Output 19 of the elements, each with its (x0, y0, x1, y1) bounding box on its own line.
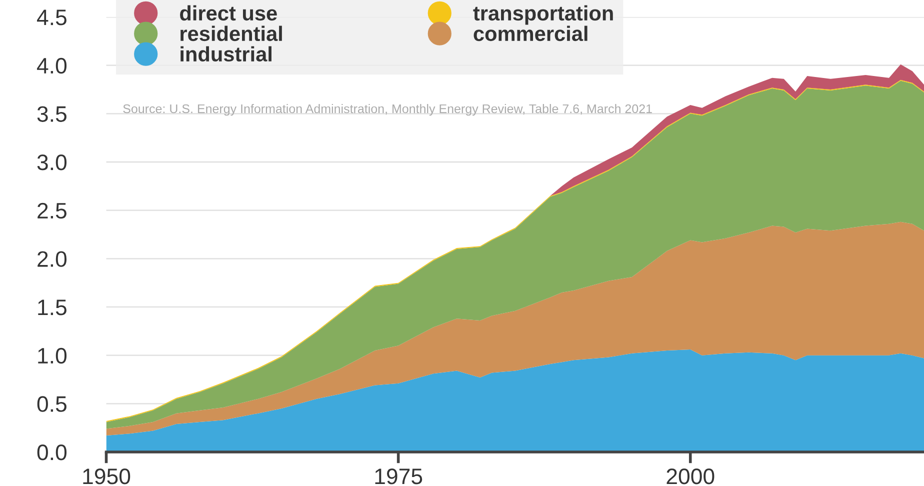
x-tick-label: 2000 (666, 468, 714, 484)
legend-label: residential (180, 26, 282, 42)
legend-label: transportation (473, 5, 613, 25)
y-tick-label: 4.0 (36, 58, 67, 74)
x-tick-label: 1975 (375, 468, 422, 484)
y-tick-label: 2.0 (38, 251, 67, 267)
y-tick-label: 1.5 (38, 300, 66, 316)
y-tick-label: 0.0 (37, 444, 67, 460)
y-tick-label: 4.5 (36, 10, 66, 26)
y-tick-label: 2.5 (38, 202, 66, 219)
legend-label: industrial (180, 46, 272, 62)
annotation: Source: U.S. Energy Information Administration, Monthly Energy Review, Table 7.6, March 2021 (123, 104, 652, 116)
y-tick-label: 3.0 (37, 154, 67, 170)
legend-label: direct use (180, 5, 277, 21)
legend-label: commercial (474, 26, 588, 42)
y-tick-label: 1.0 (38, 348, 67, 364)
x-tick-label: 1950 (83, 468, 130, 484)
y-tick-label: 0.5 (37, 396, 66, 412)
y-tick-label: 3.5 (37, 106, 66, 122)
